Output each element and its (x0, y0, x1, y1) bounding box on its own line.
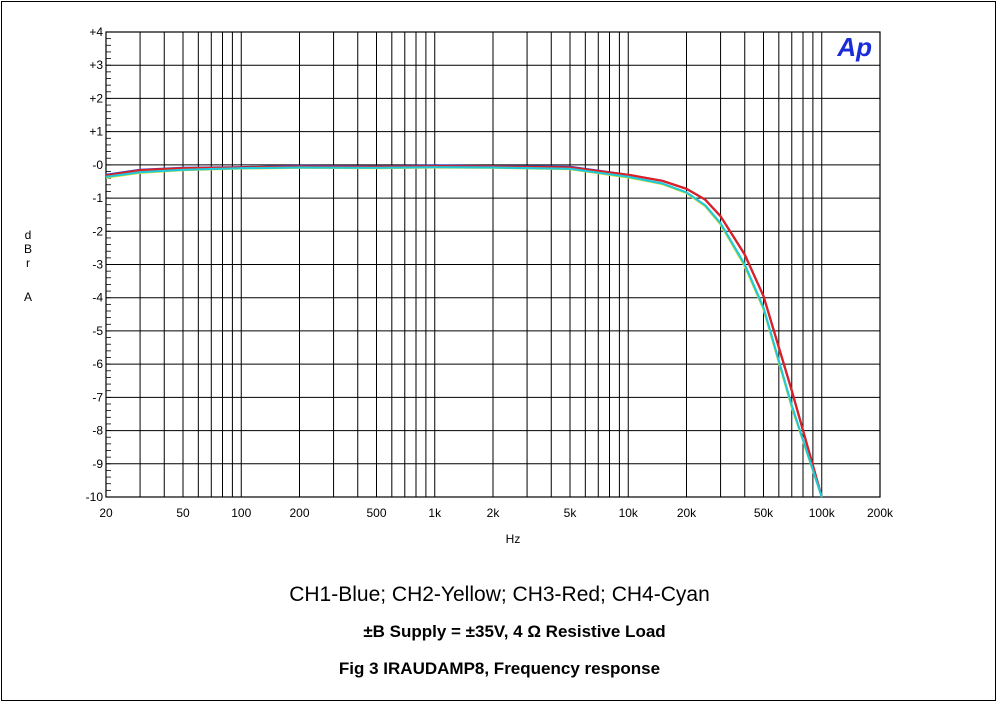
y-tick-label-14: -10 (86, 490, 104, 504)
y-tick-label-3: +1 (89, 125, 103, 139)
y-tick-label-2: +2 (89, 91, 103, 105)
y-tick-label-13: -9 (92, 457, 103, 471)
frequency-response-chart: +4 +3 +2 +1 -0 -1 -2 -3 -4 -5 -6 -7 -8 -9 -10 20 50 100 20… (86, 25, 894, 546)
y-tick-label-0: +4 (89, 25, 103, 39)
x-tick-label-5: 1k (428, 506, 442, 520)
y-axis-label-d: d (24, 228, 32, 242)
y-tick-label-9: -5 (92, 324, 103, 338)
x-axis-label: Hz (506, 532, 521, 546)
series-line-4 (105, 166, 823, 498)
x-tick-label-11: 100k (809, 506, 836, 520)
x-tick-label-4: 500 (366, 506, 386, 520)
supply-caption: ±B Supply = ±35V, 4 Ω Resistive Load (363, 622, 666, 641)
plot-area-border (105, 31, 881, 498)
x-tick-label-3: 200 (289, 506, 309, 520)
y-tick-label-4: -0 (92, 158, 103, 172)
x-tick-label-2: 100 (231, 506, 251, 520)
y-tick-label-7: -3 (92, 258, 103, 272)
y-tick-label-11: -7 (92, 390, 103, 404)
x-tick-label-9: 20k (677, 506, 697, 520)
y-tick-label-8: -4 (92, 291, 103, 305)
y-tick-label-10: -6 (92, 357, 103, 371)
y-axis-label-b: B (23, 242, 32, 256)
x-tick-label-1: 50 (176, 506, 190, 520)
y-axis-label-r: r (26, 256, 30, 270)
x-tick-label-6: 2k (487, 506, 501, 520)
x-tick-label-12: 200k (867, 506, 894, 520)
y-tick-label-12: -8 (92, 424, 103, 438)
x-tick-label-10: 50k (754, 506, 774, 520)
y-tick-label-1: +3 (89, 58, 103, 72)
y-tick-label-5: -1 (92, 191, 103, 205)
y-axis-label-a: A (23, 290, 32, 304)
x-tick-label-8: 10k (619, 506, 639, 520)
x-tick-label-7: 5k (564, 506, 578, 520)
ap-logo: Ap (836, 32, 872, 62)
channel-legend-caption: CH1-Blue; CH2-Yellow; CH3-Red; CH4-Cyan (289, 583, 710, 606)
x-tick-label-0: 20 (99, 506, 113, 520)
y-tick-label-6: -2 (92, 224, 103, 238)
figure-caption: Fig 3 IRAUDAMP8, Frequency response (338, 659, 661, 678)
